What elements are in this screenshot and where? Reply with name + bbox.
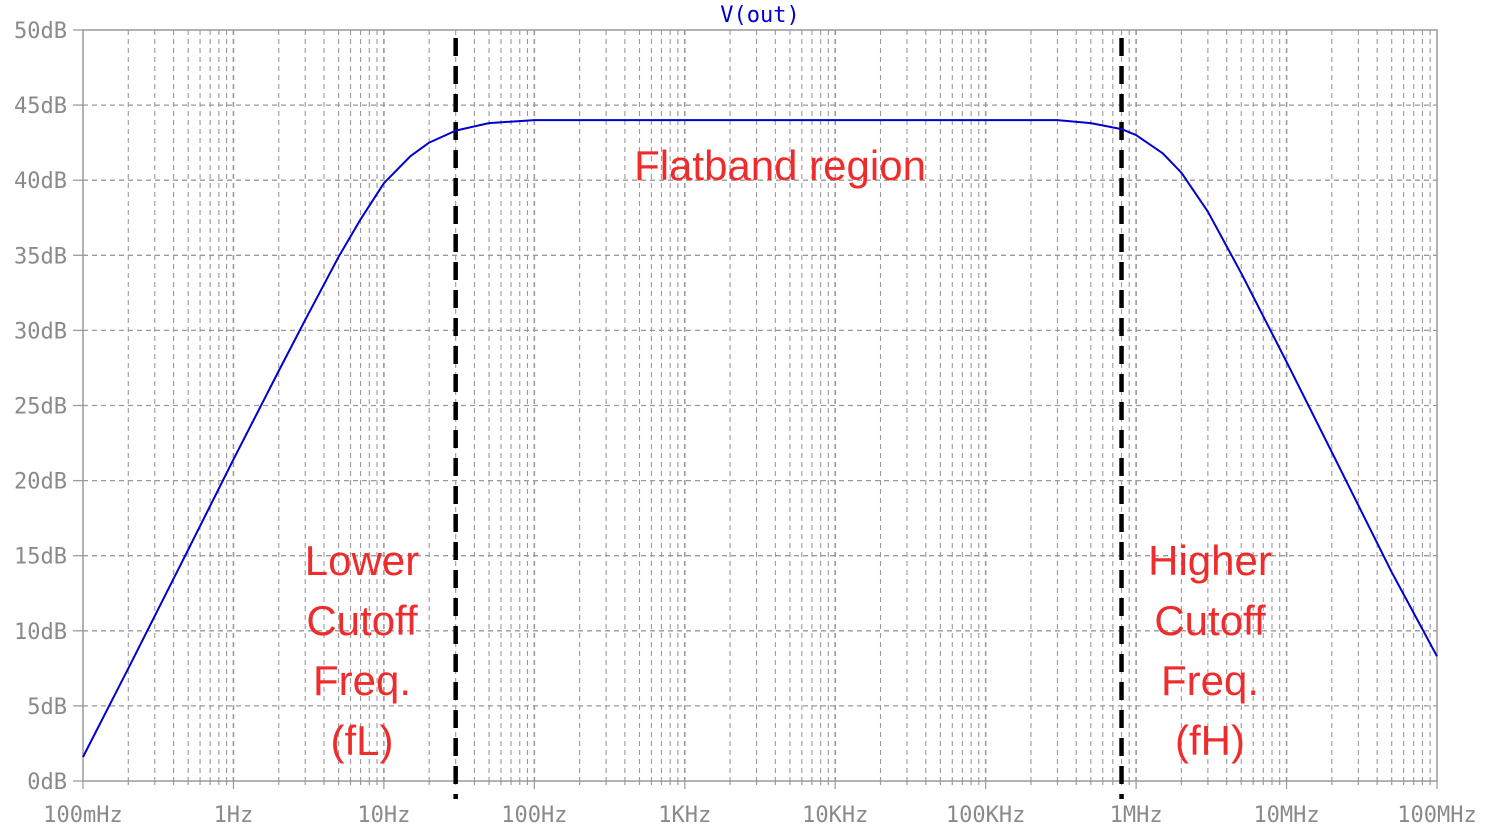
series-line-vout bbox=[82, 119, 1438, 758]
y-tick-label: 50dB bbox=[14, 19, 67, 44]
y-tick-label: 10dB bbox=[14, 620, 67, 645]
cutoff-markers bbox=[453, 38, 1124, 799]
y-tick-label: 35dB bbox=[14, 244, 67, 269]
x-tick-label: 100mHz bbox=[43, 803, 122, 828]
annotation-higher-line: Higher bbox=[1148, 537, 1272, 584]
x-tick-label: 100Hz bbox=[501, 803, 567, 828]
chart-title: V(out) bbox=[720, 3, 799, 28]
x-tick-label: 1KHz bbox=[658, 803, 711, 828]
annotation-higher-line: Cutoff bbox=[1154, 597, 1266, 644]
annotation-higher-line: (fH) bbox=[1175, 717, 1245, 764]
y-tick-label: 40dB bbox=[14, 169, 67, 194]
annotation-lower-line: Cutoff bbox=[306, 597, 418, 644]
x-tick-label: 10MHz bbox=[1253, 803, 1319, 828]
y-tick-label: 30dB bbox=[14, 319, 67, 344]
y-tick-label: 5dB bbox=[27, 695, 67, 720]
y-tick-label: 45dB bbox=[14, 94, 67, 119]
annotations: Flatband region Lower Cutoff Freq. (fL) Highe… bbox=[305, 142, 1272, 764]
x-tick-label: 100KHz bbox=[946, 803, 1025, 828]
x-tick-label: 1Hz bbox=[214, 803, 254, 828]
annotation-higher-line: Freq. bbox=[1161, 657, 1259, 704]
x-tick-label: 1MHz bbox=[1110, 803, 1163, 828]
y-tick-label: 20dB bbox=[14, 470, 67, 495]
annotation-lower-line: Lower bbox=[305, 537, 419, 584]
axis-tick-labels: 0dB 5dB 10dB 15dB 20dB 25dB 30dB 35dB 40dB 45dB 50… bbox=[14, 19, 1477, 828]
axis-ticks bbox=[73, 29, 1438, 789]
y-tick-label: 15dB bbox=[14, 545, 67, 570]
x-tick-label: 10Hz bbox=[357, 803, 410, 828]
annotation-lower-line: Freq. bbox=[313, 657, 411, 704]
series bbox=[82, 119, 1438, 758]
x-tick-label: 100MHz bbox=[1397, 803, 1476, 828]
annotation-lower-line: (fL) bbox=[331, 717, 394, 764]
grid bbox=[83, 30, 1437, 781]
y-tick-label: 0dB bbox=[27, 770, 67, 795]
y-tick-label: 25dB bbox=[14, 395, 67, 420]
annotation-flatband-line: Flatband region bbox=[634, 142, 926, 189]
x-tick-label: 10KHz bbox=[802, 803, 868, 828]
